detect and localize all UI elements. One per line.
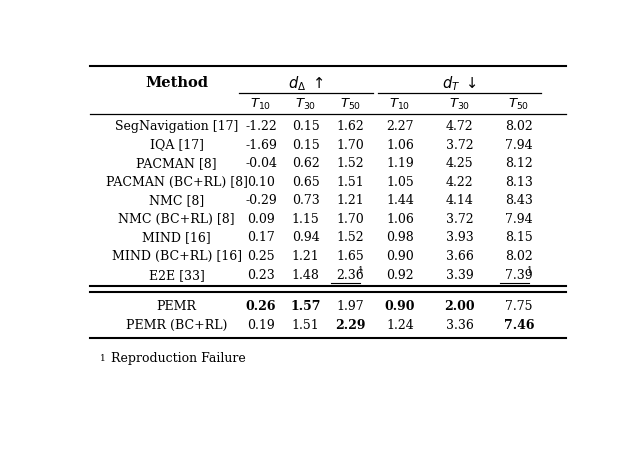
Text: 7.75: 7.75: [505, 300, 532, 313]
Text: 0.94: 0.94: [292, 232, 319, 245]
Text: 1.51: 1.51: [337, 176, 364, 189]
Text: 1.15: 1.15: [292, 213, 319, 226]
Text: $T_{10}$: $T_{10}$: [250, 97, 271, 111]
Text: 1.44: 1.44: [386, 194, 414, 207]
Text: 1.97: 1.97: [337, 300, 364, 313]
Text: 0.09: 0.09: [247, 213, 275, 226]
Text: 0.65: 0.65: [292, 176, 319, 189]
Text: NMC (BC+RL) [8]: NMC (BC+RL) [8]: [118, 213, 235, 226]
Text: Method: Method: [145, 76, 208, 90]
Text: PACMAN [8]: PACMAN [8]: [136, 157, 217, 170]
Text: $T_{50}$: $T_{50}$: [508, 97, 529, 111]
Text: 1.57: 1.57: [291, 300, 321, 313]
Text: 0.25: 0.25: [247, 250, 275, 263]
Text: 1.65: 1.65: [337, 250, 364, 263]
Text: 0.90: 0.90: [385, 300, 415, 313]
Text: 2.36: 2.36: [337, 269, 364, 282]
Text: 8.12: 8.12: [505, 157, 533, 170]
Text: 7.94: 7.94: [505, 213, 532, 226]
Text: 1.52: 1.52: [337, 232, 364, 245]
Text: -0.04: -0.04: [245, 157, 277, 170]
Text: SegNavigation [17]: SegNavigation [17]: [115, 120, 239, 133]
Text: 1: 1: [527, 267, 532, 276]
Text: 4.25: 4.25: [445, 157, 473, 170]
Text: 3.93: 3.93: [445, 232, 474, 245]
Text: E2E [33]: E2E [33]: [148, 269, 205, 282]
Text: 1.48: 1.48: [292, 269, 319, 282]
Text: 1.52: 1.52: [337, 157, 364, 170]
Text: $T_{30}$: $T_{30}$: [295, 97, 316, 111]
Text: $T_{50}$: $T_{50}$: [340, 97, 361, 111]
Text: 1: 1: [358, 267, 364, 276]
Text: $T_{10}$: $T_{10}$: [389, 97, 410, 111]
Text: 1.70: 1.70: [337, 213, 364, 226]
Text: 8.02: 8.02: [505, 250, 533, 263]
Text: 0.19: 0.19: [247, 319, 275, 332]
Text: 1.21: 1.21: [292, 250, 319, 263]
Text: PACMAN (BC+RL) [8]: PACMAN (BC+RL) [8]: [106, 176, 248, 189]
Text: MIND [16]: MIND [16]: [142, 232, 211, 245]
Text: 7.46: 7.46: [504, 319, 534, 332]
Text: 1: 1: [100, 354, 106, 363]
Text: 1.21: 1.21: [337, 194, 364, 207]
Text: -0.29: -0.29: [245, 194, 277, 207]
Text: 1.19: 1.19: [386, 157, 414, 170]
Text: IQA [17]: IQA [17]: [150, 139, 204, 152]
Text: $d_T$ $\downarrow$: $d_T$ $\downarrow$: [442, 74, 477, 92]
Text: 1.51: 1.51: [292, 319, 319, 332]
Text: MIND (BC+RL) [16]: MIND (BC+RL) [16]: [111, 250, 242, 263]
Text: $d_\Delta$ $\uparrow$: $d_\Delta$ $\uparrow$: [288, 74, 323, 92]
Text: 0.90: 0.90: [386, 250, 414, 263]
Text: 1.06: 1.06: [386, 139, 414, 152]
Text: 0.15: 0.15: [292, 120, 319, 133]
Text: Reproduction Failure: Reproduction Failure: [108, 352, 246, 365]
Text: 2.00: 2.00: [444, 300, 475, 313]
Text: 7.94: 7.94: [505, 139, 532, 152]
Text: 8.43: 8.43: [505, 194, 533, 207]
Text: 0.92: 0.92: [386, 269, 413, 282]
Text: 3.39: 3.39: [445, 269, 474, 282]
Text: 1.24: 1.24: [386, 319, 414, 332]
Text: 8.13: 8.13: [505, 176, 533, 189]
Text: 7.39: 7.39: [505, 269, 532, 282]
Text: 8.15: 8.15: [505, 232, 533, 245]
Text: -1.22: -1.22: [245, 120, 277, 133]
Text: 4.22: 4.22: [445, 176, 473, 189]
Text: 2.29: 2.29: [335, 319, 365, 332]
Text: 1.06: 1.06: [386, 213, 414, 226]
Text: 0.10: 0.10: [247, 176, 275, 189]
Text: 0.73: 0.73: [292, 194, 319, 207]
Text: 3.66: 3.66: [445, 250, 474, 263]
Text: 0.26: 0.26: [246, 300, 276, 313]
Text: 0.98: 0.98: [386, 232, 414, 245]
Text: 3.72: 3.72: [445, 139, 473, 152]
Text: 1.62: 1.62: [337, 120, 364, 133]
Text: PEMR (BC+RL): PEMR (BC+RL): [126, 319, 227, 332]
Text: 0.17: 0.17: [247, 232, 275, 245]
Text: 2.27: 2.27: [386, 120, 413, 133]
Text: NMC [8]: NMC [8]: [149, 194, 204, 207]
Text: -1.69: -1.69: [245, 139, 277, 152]
Text: 8.02: 8.02: [505, 120, 533, 133]
Text: PEMR: PEMR: [157, 300, 196, 313]
Text: 4.72: 4.72: [445, 120, 473, 133]
Text: 3.72: 3.72: [445, 213, 473, 226]
Text: 0.23: 0.23: [247, 269, 275, 282]
Text: 0.62: 0.62: [292, 157, 319, 170]
Text: 3.36: 3.36: [445, 319, 474, 332]
Text: 4.14: 4.14: [445, 194, 474, 207]
Text: 0.15: 0.15: [292, 139, 319, 152]
Text: 1.05: 1.05: [386, 176, 414, 189]
Text: 1.70: 1.70: [337, 139, 364, 152]
Text: $T_{30}$: $T_{30}$: [449, 97, 470, 111]
